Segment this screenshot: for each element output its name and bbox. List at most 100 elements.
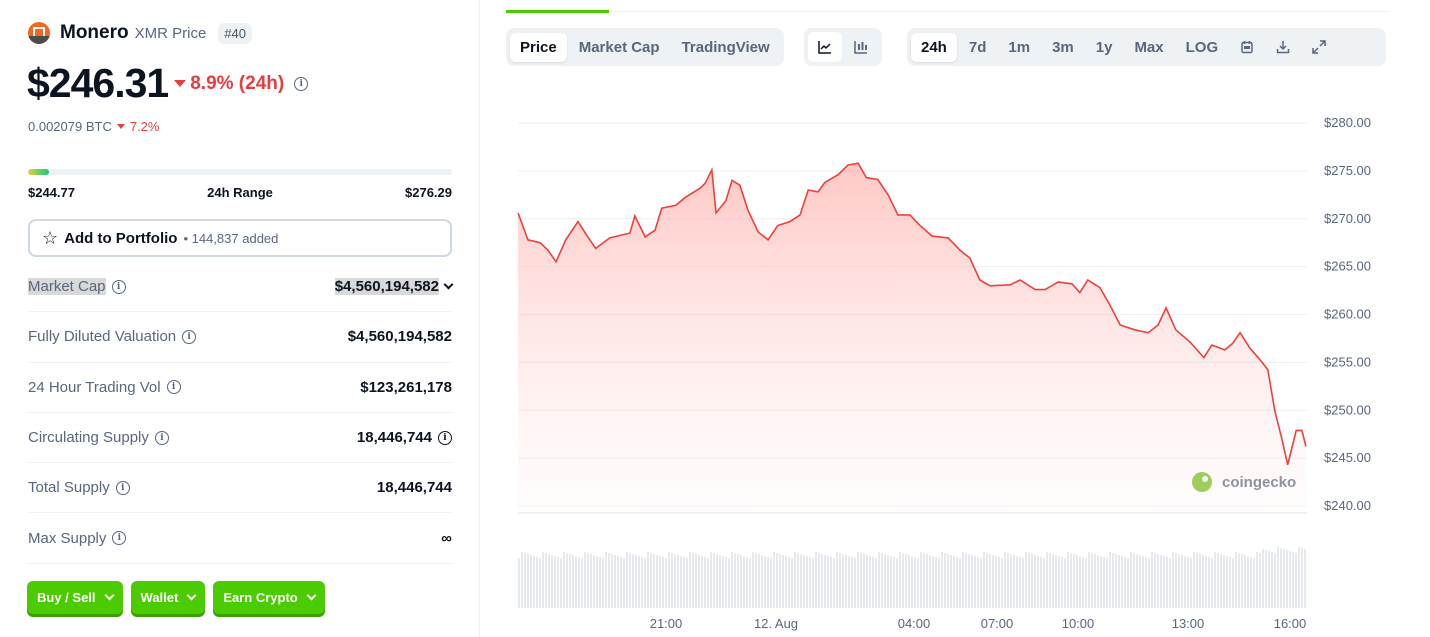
wallet-button[interactable]: Wallet bbox=[130, 581, 206, 614]
volume-bar bbox=[1157, 554, 1159, 608]
btc-change: 7.2% bbox=[129, 119, 160, 134]
volume-bar bbox=[893, 557, 895, 608]
volume-bar bbox=[827, 556, 829, 608]
download-icon[interactable] bbox=[1266, 32, 1300, 62]
volume-bar bbox=[998, 557, 1000, 608]
volume-bar bbox=[899, 552, 901, 608]
line-chart-icon[interactable] bbox=[808, 32, 842, 62]
stat-value: 18,446,744 bbox=[356, 429, 432, 447]
chevron-down-icon[interactable] bbox=[443, 279, 454, 290]
volume-bar bbox=[866, 555, 868, 608]
volume-bar bbox=[701, 556, 703, 608]
volume-bar bbox=[1139, 555, 1141, 608]
volume-bar bbox=[1073, 554, 1075, 608]
volume-bar bbox=[1259, 553, 1261, 608]
volume-bar bbox=[1097, 555, 1099, 608]
volume-bar bbox=[881, 553, 883, 608]
active-section-indicator bbox=[506, 10, 609, 13]
earn-crypto-button[interactable]: Earn Crypto bbox=[213, 581, 325, 614]
stat-label: Total Supply bbox=[28, 479, 110, 497]
expand-icon[interactable] bbox=[1302, 32, 1336, 62]
volume-bar bbox=[557, 557, 559, 608]
volume-bar bbox=[1127, 558, 1129, 608]
volume-bar bbox=[1106, 558, 1108, 608]
volume-bar bbox=[764, 556, 766, 608]
volume-bar bbox=[980, 558, 982, 608]
volume-bar bbox=[650, 553, 652, 608]
monero-logo-icon bbox=[28, 22, 50, 44]
stat-value: $4,560,194,582 bbox=[347, 328, 452, 346]
volume-bar bbox=[1124, 557, 1126, 608]
log-toggle[interactable]: LOG bbox=[1185, 38, 1219, 56]
range-24h[interactable]: 24h bbox=[911, 32, 957, 62]
tab-tradingview[interactable]: TradingView bbox=[681, 38, 770, 56]
volume-bar bbox=[1046, 552, 1048, 608]
stat-market-cap[interactable]: Market Cap i $4,560,194,582 bbox=[28, 262, 454, 313]
volume-bar bbox=[1280, 548, 1282, 608]
coingecko-watermark: coingecko bbox=[1192, 472, 1296, 492]
range-1y[interactable]: 1y bbox=[1095, 38, 1113, 56]
volume-bar bbox=[1118, 555, 1120, 608]
volume-bar bbox=[695, 554, 697, 608]
volume-bar bbox=[734, 553, 736, 608]
volume-bar bbox=[755, 553, 757, 608]
volume-bar bbox=[704, 557, 706, 608]
range-1m[interactable]: 1m bbox=[1008, 38, 1031, 56]
info-icon[interactable]: i bbox=[154, 430, 169, 445]
info-icon[interactable]: i bbox=[111, 279, 126, 294]
volume-bar bbox=[632, 554, 634, 608]
x-tick-label: 12. Aug bbox=[754, 616, 798, 631]
volume-bar bbox=[683, 557, 685, 608]
volume-bar bbox=[740, 555, 742, 608]
volume-bar bbox=[719, 555, 721, 608]
stat-circulating-supply: Circulating Supply i 18,446,744 i bbox=[28, 413, 452, 464]
volume-bar bbox=[839, 553, 841, 608]
candlestick-icon[interactable] bbox=[844, 32, 878, 62]
volume-bar bbox=[938, 558, 940, 608]
info-icon[interactable]: i bbox=[115, 480, 130, 495]
range-max[interactable]: Max bbox=[1134, 38, 1164, 56]
add-to-portfolio-button[interactable]: ☆ Add to Portfolio • 144,837 added bbox=[28, 219, 452, 257]
range-3m[interactable]: 3m bbox=[1052, 38, 1074, 56]
volume-bar bbox=[860, 553, 862, 608]
info-icon[interactable]: i bbox=[112, 531, 127, 546]
info-icon[interactable]: i bbox=[166, 380, 181, 395]
volume-bar bbox=[1082, 557, 1084, 608]
volume-bar bbox=[1286, 550, 1288, 608]
volume-bar bbox=[1133, 553, 1135, 608]
volume-bar bbox=[743, 556, 745, 608]
volume-bar bbox=[851, 557, 853, 608]
volume-bar bbox=[608, 553, 610, 608]
info-icon[interactable]: i bbox=[438, 430, 452, 445]
x-axis-labels: 21:00 12. Aug 04:00 07:00 10:00 13:00 16:00 bbox=[650, 616, 1307, 631]
volume-bar bbox=[776, 553, 778, 608]
volume-bar bbox=[617, 556, 619, 608]
volume-bar bbox=[1241, 554, 1243, 608]
calendar-icon[interactable] bbox=[1230, 32, 1264, 62]
volume-bar bbox=[845, 555, 847, 608]
volume-bar bbox=[614, 555, 616, 608]
volume-bar bbox=[974, 556, 976, 608]
volume-bar bbox=[995, 556, 997, 608]
info-icon[interactable]: i bbox=[294, 76, 309, 91]
volume-bar bbox=[689, 552, 691, 608]
volume-bar bbox=[1172, 552, 1174, 608]
volume-bar bbox=[527, 554, 529, 608]
volume-bar bbox=[965, 553, 967, 608]
volume-bar bbox=[1235, 552, 1237, 608]
tab-market-cap[interactable]: Market Cap bbox=[578, 38, 660, 56]
buy-sell-button[interactable]: Buy / Sell bbox=[27, 581, 123, 614]
price-chart[interactable]: $280.00 $275.00 $270.00 $265.00 $260.00 $255.… bbox=[480, 0, 1430, 637]
y-tick-label: $250.00 bbox=[1324, 402, 1371, 417]
info-icon[interactable]: i bbox=[182, 329, 197, 344]
range-7d[interactable]: 7d bbox=[968, 38, 987, 56]
volume-bar bbox=[908, 555, 910, 608]
volume-bar bbox=[530, 555, 532, 608]
volume-bar bbox=[716, 554, 718, 608]
volume-bar bbox=[1142, 556, 1144, 608]
volume-bar bbox=[647, 552, 649, 608]
volume-bar bbox=[1145, 557, 1147, 608]
tab-price[interactable]: Price bbox=[510, 32, 567, 62]
volume-bar bbox=[1037, 556, 1039, 608]
volume-bar bbox=[548, 554, 550, 608]
